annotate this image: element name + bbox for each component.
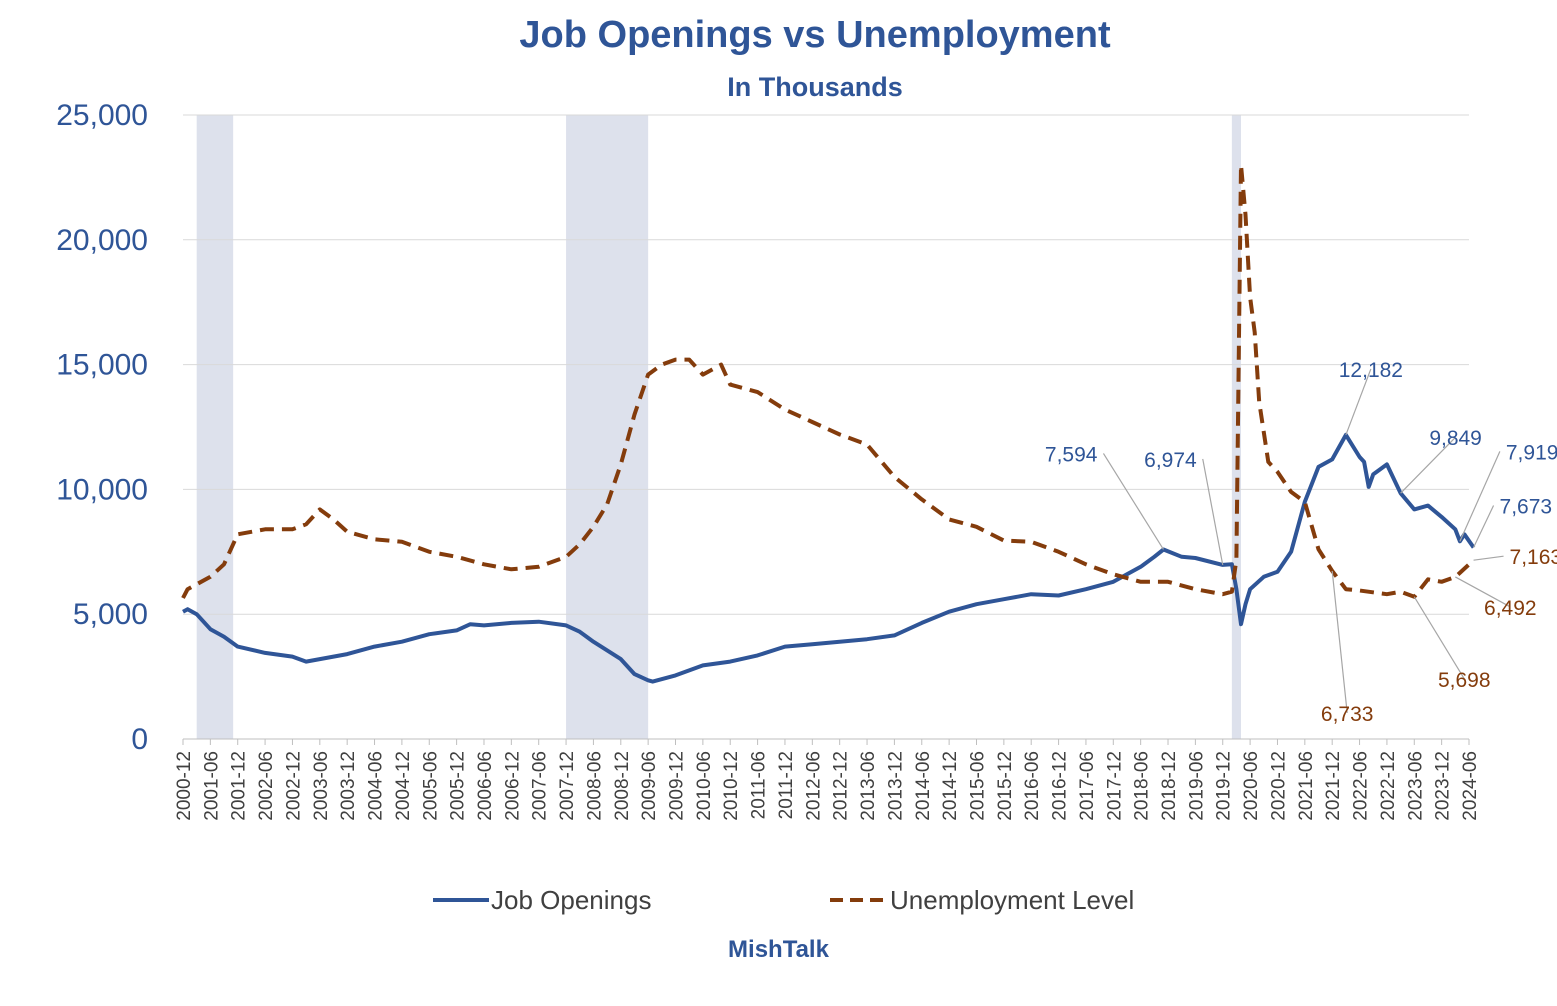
- chart-subtitle: In Thousands: [727, 72, 903, 102]
- x-tick-label: 2023-12: [1433, 751, 1454, 821]
- credit: MishTalk: [728, 936, 829, 963]
- x-tick-label: 2019-06: [1186, 751, 1207, 821]
- x-tick-label: 2004-12: [393, 751, 414, 821]
- x-tick-label: 2012-06: [803, 751, 824, 821]
- x-tick-label: 2002-12: [283, 751, 304, 821]
- data-label-leader: [1331, 570, 1348, 714]
- x-tick-label: 2014-12: [940, 751, 961, 821]
- x-tick-label: 2021-06: [1296, 751, 1317, 821]
- x-tick-label: 2018-06: [1132, 751, 1153, 821]
- x-tick-label: 2015-06: [967, 751, 988, 821]
- legend-item-unemployment-level: Unemployment Level: [830, 880, 1134, 920]
- x-axis-tick-labels: 2000-12 2001-06 2001-12 2002-06 2002-12 2003-…: [174, 739, 1481, 821]
- data-label: 7,163: [1510, 546, 1557, 569]
- x-tick-label: 2001-12: [229, 751, 250, 821]
- legend-label: Unemployment Level: [890, 884, 1135, 915]
- data-label-leader: [1455, 576, 1511, 608]
- data-label: 9,849: [1429, 427, 1482, 450]
- y-tick-label: 0: [131, 723, 148, 756]
- x-tick-label: 2001-06: [201, 751, 222, 821]
- y-axis-tick-labels: 0 5,000 10,000 15,000 20,000 25,000: [56, 99, 148, 756]
- legend-swatch-dashed: [830, 898, 886, 902]
- legend-swatch-solid: [433, 898, 489, 902]
- data-label-leader: [1459, 451, 1501, 542]
- gridlines: [183, 114, 1469, 740]
- x-tick-label: 2014-06: [913, 751, 934, 821]
- x-tick-label: 2013-06: [858, 751, 879, 821]
- chart-title: Job Openings vs Unemployment: [519, 14, 1111, 56]
- x-tick-label: 2020-12: [1268, 751, 1289, 821]
- x-tick-label: 2018-12: [1159, 751, 1180, 821]
- series-lines: [181, 162, 1476, 684]
- x-tick-label: 2006-12: [502, 751, 523, 821]
- y-tick-label: 5,000: [73, 598, 148, 631]
- x-tick-label: 2003-06: [311, 751, 332, 821]
- x-tick-label: 2013-12: [885, 751, 906, 821]
- x-tick-label: 2006-06: [475, 751, 496, 821]
- job-openings-line: [182, 432, 1476, 684]
- x-tick-label: 2022-06: [1351, 751, 1372, 821]
- legend: Job Openings Unemployment Level: [0, 880, 1557, 920]
- x-tick-label: 2007-06: [530, 751, 551, 821]
- x-tick-label: 2015-12: [995, 751, 1016, 821]
- x-tick-label: 2008-12: [612, 751, 633, 821]
- x-tick-label: 2022-12: [1378, 751, 1399, 821]
- unemployment-level-line: [181, 162, 1475, 599]
- x-tick-label: 2002-06: [256, 751, 277, 821]
- data-label: 6,733: [1321, 703, 1374, 726]
- recession-bands: [196, 115, 1241, 739]
- legend-label: Job Openings: [491, 884, 652, 915]
- legend-item-job-openings: Job Openings: [433, 880, 651, 920]
- x-tick-label: 2024-06: [1460, 751, 1481, 821]
- x-tick-label: 2007-12: [557, 751, 578, 821]
- data-label: 7,673: [1500, 495, 1553, 518]
- x-tick-label: 2016-06: [1022, 751, 1043, 821]
- x-tick-label: 2019-12: [1214, 751, 1235, 821]
- data-label: 12,182: [1339, 359, 1403, 382]
- data-label-leader: [1473, 505, 1495, 548]
- data-label: 7,594: [1045, 443, 1098, 466]
- x-tick-label: 2017-12: [1104, 751, 1125, 821]
- y-tick-label: 25,000: [56, 99, 148, 132]
- x-tick-label: 2000-12: [174, 751, 195, 821]
- x-tick-label: 2009-06: [639, 751, 660, 821]
- data-label-leader: [1102, 453, 1164, 550]
- x-tick-label: 2017-06: [1077, 751, 1098, 821]
- x-tick-label: 2008-06: [584, 751, 605, 821]
- x-tick-label: 2021-12: [1323, 751, 1344, 821]
- x-tick-label: 2009-12: [667, 751, 688, 821]
- x-tick-label: 2011-12: [776, 751, 797, 819]
- recession-band: [1231, 115, 1241, 739]
- x-tick-label: 2012-12: [831, 751, 852, 821]
- x-tick-label: 2023-06: [1405, 751, 1426, 821]
- x-tick-label: 2010-06: [694, 751, 715, 821]
- data-label: 6,974: [1144, 449, 1197, 472]
- recession-band: [196, 115, 234, 739]
- x-tick-label: 2016-12: [1050, 751, 1071, 821]
- data-label: 5,698: [1438, 669, 1491, 692]
- data-label: 7,919: [1506, 441, 1557, 464]
- data-label-leader: [1400, 436, 1457, 494]
- data-labels: 7,594 6,974 12,182 9,849 7,919 7,673 6,733 5,69…: [1045, 359, 1557, 726]
- data-label-leader: [1345, 368, 1372, 436]
- data-label-leader: [1202, 458, 1224, 566]
- data-label-leader: [1413, 596, 1465, 680]
- x-tick-label: 2020-06: [1241, 751, 1262, 821]
- y-tick-label: 10,000: [56, 473, 148, 506]
- data-label: 6,492: [1484, 597, 1537, 620]
- y-tick-label: 20,000: [56, 224, 148, 257]
- data-label-leader: [1473, 555, 1504, 561]
- recession-band: [566, 115, 649, 739]
- y-tick-label: 15,000: [56, 349, 148, 382]
- x-tick-label: 2010-12: [721, 751, 742, 821]
- x-tick-label: 2003-12: [338, 751, 359, 821]
- x-tick-label: 2005-06: [420, 751, 441, 821]
- x-tick-label: 2005-12: [448, 751, 469, 821]
- x-tick-label: 2004-06: [366, 751, 387, 821]
- x-tick-label: 2011-06: [749, 751, 770, 819]
